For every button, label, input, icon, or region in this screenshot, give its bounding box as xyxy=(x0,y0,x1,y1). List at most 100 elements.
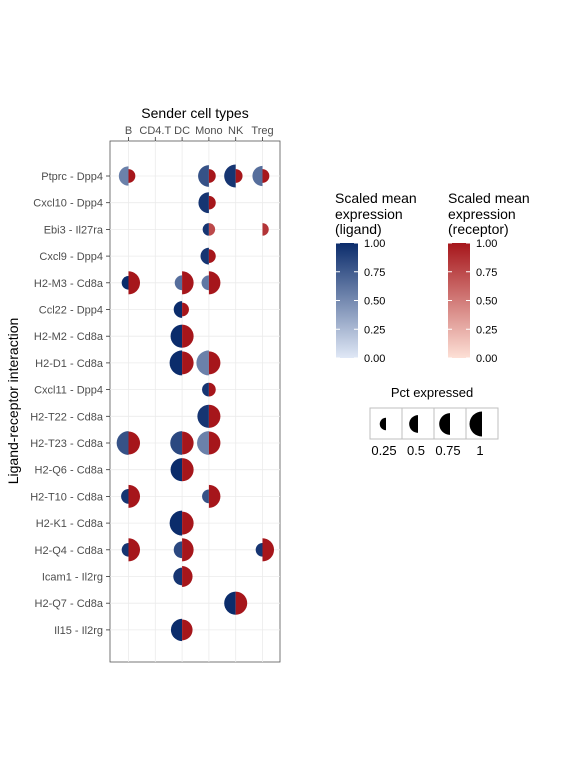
ligand-colorbar-ticks: 1.00 0.75 0.50 0.25 0.00 xyxy=(336,238,385,365)
pct-legend: Pct expressed 0.25 0.5 0.75 1 xyxy=(369,385,499,458)
x-tick-label-treg: Treg xyxy=(251,125,273,137)
receptor-half xyxy=(208,351,221,375)
y-tick-label-ptprc-dpp4: Ptprc - Dpp4 xyxy=(41,171,103,183)
ligand-colorbar-tick-label: 1.00 xyxy=(364,238,385,250)
receptor-legend-title-line3: (receptor) xyxy=(448,221,509,237)
point-h2-t22-cd8a-mono xyxy=(197,404,221,428)
y-tick-label-h2-q4-cd8a: H2-Q4 - Cd8a xyxy=(35,545,104,557)
y-tick-label-ccl22-dpp4: Ccl22 - Dpp4 xyxy=(39,305,103,317)
receptor-half xyxy=(208,382,216,397)
y-tick-label-h2-k1-cd8a: H2-K1 - Cd8a xyxy=(36,518,104,530)
receptor-half xyxy=(208,484,221,508)
y-tick-label-il15-il2rg: Il15 - Il2rg xyxy=(54,625,103,637)
point-h2-m3-cd8a-mono xyxy=(201,271,221,295)
receptor-colorbar-tick-label: 1.00 xyxy=(476,238,497,250)
ligand-legend-title-line1: Scaled mean xyxy=(335,190,417,206)
point-cxcl9-dpp4-mono xyxy=(200,247,216,265)
point-h2-t23-cd8a-b xyxy=(116,431,141,455)
x-tick-label-nk: NK xyxy=(228,125,244,137)
point-ptprc-dpp4-mono xyxy=(198,165,216,187)
receptor-half xyxy=(208,249,216,263)
pct-legend-keys: 0.25 0.5 0.75 1 xyxy=(369,407,499,458)
point-ptprc-dpp4-treg xyxy=(252,165,270,187)
receptor-half xyxy=(182,351,194,375)
receptor-half xyxy=(262,538,275,562)
y-tick-label-h2-m3-cd8a: H2-M3 - Cd8a xyxy=(34,278,104,290)
pct-key-half-circle xyxy=(409,415,418,433)
ligand-half xyxy=(173,541,183,559)
ligand-half xyxy=(169,510,183,536)
ligand-half xyxy=(197,431,209,455)
point-ptprc-dpp4-nk xyxy=(224,164,243,188)
receptor-half xyxy=(262,169,270,183)
y-tick-label-h2-q6-cd8a: H2-Q6 - Cd8a xyxy=(35,465,104,477)
ligand-half xyxy=(173,567,183,586)
pct-key-label: 0.25 xyxy=(371,443,396,458)
receptor-half xyxy=(208,195,216,210)
plot-panel xyxy=(109,140,281,663)
point-ccl22-dpp4-dc xyxy=(173,301,189,318)
ligand-half xyxy=(170,431,183,455)
receptor-half xyxy=(182,324,194,348)
x-tick-label-dc: DC xyxy=(174,125,190,137)
ligand-half xyxy=(202,223,209,236)
y-tick-label-cxcl9-dpp4: Cxcl9 - Dpp4 xyxy=(39,251,103,263)
point-h2-q4-cd8a-treg xyxy=(255,538,275,562)
y-tick-label-h2-t23-cd8a: H2-T23 - Cd8a xyxy=(30,438,104,450)
receptor-half xyxy=(128,271,141,295)
x-tick-label-mono: Mono xyxy=(195,125,223,137)
receptor-half xyxy=(182,458,194,482)
ligand-half xyxy=(173,301,183,318)
y-tick-label-ebi3-il27ra: Ebi3 - Il27ra xyxy=(44,224,104,236)
ligand-half xyxy=(224,164,236,188)
ligand-half xyxy=(121,489,129,504)
pct-key-label: 1 xyxy=(476,443,483,458)
y-tick-label-h2-t10-cd8a: H2-T10 - Cd8a xyxy=(30,491,104,503)
y-tick-label-h2-q7-cd8a: H2-Q7 - Cd8a xyxy=(35,598,104,610)
point-h2-d1-cd8a-mono xyxy=(196,350,221,376)
ligand-half xyxy=(169,350,183,376)
receptor-half xyxy=(128,484,141,508)
ligand-half xyxy=(224,591,236,615)
x-ticks: B CD4.T DC Mono NK Treg xyxy=(125,125,274,141)
ligand-half xyxy=(196,350,209,376)
ligand-half xyxy=(197,404,209,428)
point-il15-il2rg-dc xyxy=(170,618,193,642)
point-cxcl11-dpp4-mono xyxy=(202,382,216,397)
point-icam1-il2rg-dc xyxy=(173,566,193,587)
pct-key-label: 0.75 xyxy=(435,443,460,458)
receptor-half xyxy=(182,302,189,317)
ligand-legend: Scaled mean expression (ligand) 1.00 0.75… xyxy=(335,190,417,365)
point-h2-t23-cd8a-dc xyxy=(170,431,194,455)
receptor-half xyxy=(208,404,221,428)
ligand-colorbar-tick-label: 0.00 xyxy=(364,353,385,365)
receptor-half xyxy=(128,169,136,183)
point-h2-t10-cd8a-b xyxy=(121,484,141,508)
y-tick-label-h2-d1-cd8a: H2-D1 - Cd8a xyxy=(35,358,104,370)
pct-legend-title: Pct expressed xyxy=(391,385,473,400)
receptor-legend-title-line1: Scaled mean xyxy=(448,190,530,206)
ligand-half xyxy=(116,431,129,455)
receptor-colorbar-tick-label: 0.75 xyxy=(476,267,497,279)
receptor-half xyxy=(182,619,193,641)
x-tick-label-cd4-t: CD4.T xyxy=(139,125,171,137)
ligand-colorbar-tick-label: 0.25 xyxy=(364,324,385,336)
point-h2-q7-cd8a-nk xyxy=(224,591,248,615)
ligand-colorbar xyxy=(336,243,358,358)
point-h2-m3-cd8a-b xyxy=(121,271,141,295)
pct-key-half-circle xyxy=(439,413,450,435)
ligand-half xyxy=(170,458,183,482)
point-h2-t23-cd8a-mono xyxy=(197,431,221,455)
point-h2-d1-cd8a-dc xyxy=(169,350,194,376)
point-ptprc-dpp4-b xyxy=(118,166,136,186)
ligand-colorbar-tick-label: 0.75 xyxy=(364,267,385,279)
point-ebi3-il27ra-mono xyxy=(202,223,216,236)
receptor-half xyxy=(208,169,216,183)
point-h2-q4-cd8a-dc xyxy=(173,538,194,562)
ligand-half xyxy=(170,618,183,642)
ligand-half xyxy=(255,542,263,557)
receptor-colorbar-tick-label: 0.50 xyxy=(476,296,497,308)
ligand-half xyxy=(202,382,209,397)
receptor-half xyxy=(208,431,221,455)
